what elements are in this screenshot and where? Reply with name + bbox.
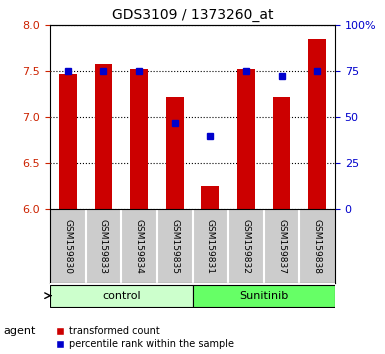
Bar (59, 74, 77, 210)
Text: GSM159831: GSM159831 (206, 219, 215, 274)
Title: GDS3109 / 1373260_at: GDS3109 / 1373260_at (112, 8, 273, 22)
Text: agent: agent (4, 326, 36, 336)
Text: control: control (102, 291, 141, 301)
Text: GSM159832: GSM159832 (241, 219, 250, 274)
Bar (50, 285, 192, 307)
Legend: transformed count, percentile rank within the sample: transformed count, percentile rank withi… (55, 326, 234, 349)
Bar (237, 69, 255, 210)
Text: GSM159834: GSM159834 (135, 219, 144, 274)
Text: GSM159837: GSM159837 (277, 219, 286, 274)
Bar (192, 285, 335, 307)
Bar (308, 39, 326, 210)
Bar (273, 97, 290, 210)
Text: GSM159830: GSM159830 (64, 219, 72, 274)
Bar (95, 64, 112, 210)
Bar (166, 97, 184, 210)
Text: GSM159838: GSM159838 (313, 219, 321, 274)
Bar (201, 187, 219, 210)
Text: GSM159835: GSM159835 (170, 219, 179, 274)
Text: GSM159833: GSM159833 (99, 219, 108, 274)
Text: Sunitinib: Sunitinib (239, 291, 288, 301)
Bar (130, 69, 148, 210)
